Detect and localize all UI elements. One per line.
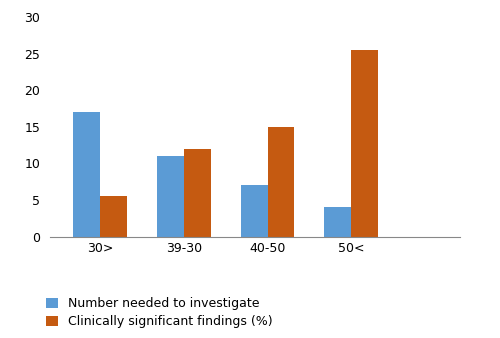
Bar — [351, 50, 378, 237]
Bar — [157, 156, 184, 237]
Bar — [184, 149, 210, 237]
Legend: Number needed to investigate, Clinically significant findings (%): Number needed to investigate, Clinically… — [46, 297, 272, 329]
Bar — [268, 127, 294, 237]
Bar — [74, 112, 100, 237]
Bar — [100, 196, 127, 237]
Bar — [324, 207, 351, 237]
Bar — [241, 185, 268, 237]
